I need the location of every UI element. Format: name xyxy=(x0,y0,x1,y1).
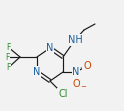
Text: N: N xyxy=(46,43,54,53)
Text: NH: NH xyxy=(68,35,82,45)
Text: Cl: Cl xyxy=(58,89,68,99)
Text: +: + xyxy=(79,65,85,71)
Text: O: O xyxy=(72,79,80,89)
Text: −: − xyxy=(80,84,86,90)
Text: N: N xyxy=(33,67,41,77)
Text: F: F xyxy=(5,53,9,61)
Text: F: F xyxy=(6,63,10,72)
Text: F: F xyxy=(6,43,10,52)
Text: N: N xyxy=(72,67,80,77)
Text: O: O xyxy=(83,61,91,71)
